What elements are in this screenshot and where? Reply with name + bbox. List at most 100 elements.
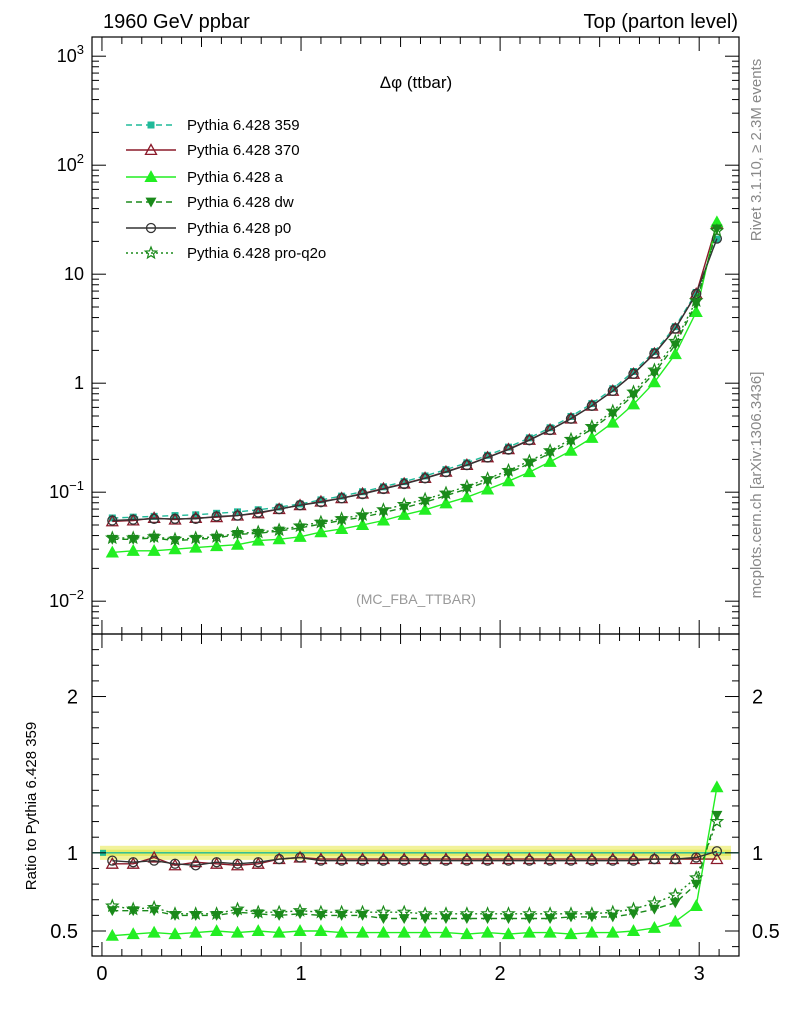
data-point <box>588 400 596 408</box>
data-point <box>234 508 242 516</box>
legend-symbol-a <box>126 170 176 183</box>
data-point <box>292 903 308 917</box>
data-point <box>150 512 158 520</box>
y-tick-label: 103 <box>57 42 84 66</box>
data-point <box>129 513 137 521</box>
data-point <box>293 529 307 542</box>
data-point <box>399 855 410 866</box>
data-point <box>543 454 557 467</box>
data-point <box>689 852 703 865</box>
data-point <box>251 856 265 869</box>
data-point <box>609 385 617 393</box>
legend-symbol-dw <box>126 197 176 208</box>
data-point <box>564 927 578 940</box>
data-point <box>439 852 453 865</box>
data-point <box>376 502 391 516</box>
data-point <box>188 530 203 545</box>
ratio-series-group <box>105 780 725 941</box>
data-point <box>211 511 222 522</box>
data-point <box>147 543 161 556</box>
data-point <box>463 459 471 467</box>
rivet-label: Rivet 3.1.10, ≥ 2.3M events <box>748 59 765 242</box>
main-series-group <box>105 215 725 558</box>
data-point <box>606 415 620 428</box>
ratio-y-tick-label-right: 2 <box>752 687 763 709</box>
legend-marker <box>144 143 158 156</box>
data-point <box>459 478 475 493</box>
ratio-uncertainty-band <box>92 845 739 860</box>
data-point <box>335 522 349 534</box>
data-point <box>691 288 702 300</box>
data-point <box>147 925 161 938</box>
data-point <box>210 924 224 937</box>
series-line-dw <box>112 228 718 542</box>
legend-symbol-pro-q2o <box>126 245 176 260</box>
legend-label-p0: Pythia 6.428 p0 <box>187 220 291 237</box>
data-point <box>501 906 516 921</box>
data-point <box>232 529 244 540</box>
data-point <box>147 511 161 524</box>
data-point <box>105 545 119 558</box>
data-point <box>171 512 179 520</box>
data-point <box>585 925 599 938</box>
data-point <box>542 443 558 457</box>
data-point <box>294 852 306 863</box>
series-line-370 <box>112 223 718 523</box>
data-point <box>482 855 493 866</box>
legend-symbol-p0 <box>126 222 176 234</box>
data-point <box>378 483 389 495</box>
data-point <box>105 928 119 941</box>
legend-entry-p0: Pythia 6.428 p0 <box>126 220 291 237</box>
data-point <box>522 453 537 468</box>
data-point <box>253 507 264 518</box>
data-point <box>605 403 621 418</box>
series-line-p0 <box>112 850 718 867</box>
legend-marker <box>147 121 155 129</box>
data-point <box>586 400 598 411</box>
data-point <box>524 435 535 446</box>
series-line-dw <box>112 815 718 920</box>
data-point <box>670 323 681 334</box>
data-point <box>396 904 412 919</box>
data-point <box>524 855 535 866</box>
data-point <box>296 500 304 508</box>
data-point <box>273 503 285 515</box>
data-point <box>398 914 410 924</box>
data-point <box>271 904 287 919</box>
ratio-y-tick-label: 0.5 <box>50 921 78 943</box>
data-point <box>585 852 599 865</box>
ratio-y-tick-label: 2 <box>67 687 78 709</box>
data-point <box>128 857 139 868</box>
ratio-panel: 0.5 0.5 1 1 2 2 0 1 2 3 Ratio to Pythia 6.428 359 <box>23 633 780 985</box>
data-point <box>504 443 512 451</box>
data-point <box>293 924 307 937</box>
series-a <box>105 215 724 558</box>
data-point <box>379 483 387 491</box>
data-point <box>294 500 306 511</box>
data-point <box>688 293 704 308</box>
data-point <box>480 852 495 865</box>
analysis-annotation: (MC_FBA_TTBAR) <box>356 591 476 607</box>
ratio-y-tick-label-right: 1 <box>752 843 763 865</box>
data-point <box>668 347 682 360</box>
x-tick-label: 3 <box>694 963 705 985</box>
data-point <box>649 348 660 359</box>
y-tick-label: 10 <box>64 264 84 284</box>
legend-label-dw: Pythia 6.428 dw <box>187 194 294 211</box>
data-point <box>480 471 495 485</box>
data-point <box>127 534 139 545</box>
data-point <box>105 898 120 913</box>
data-point <box>585 431 599 443</box>
header-left: 1960 GeV ppbar <box>103 11 250 33</box>
data-point <box>544 424 556 436</box>
data-point <box>709 813 725 828</box>
data-point <box>626 397 641 410</box>
data-point <box>213 509 221 517</box>
data-point <box>250 524 266 539</box>
data-point <box>417 491 433 506</box>
data-point <box>250 904 266 919</box>
legend-marker <box>145 197 157 208</box>
data-point <box>230 858 245 871</box>
series-line-359 <box>112 238 718 519</box>
data-point <box>146 899 162 914</box>
